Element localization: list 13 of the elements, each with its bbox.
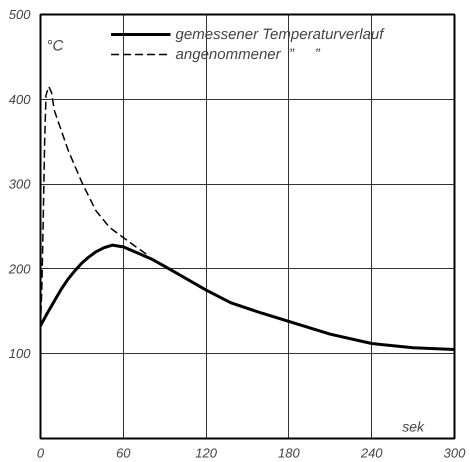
y-tick-label: 500 bbox=[8, 7, 32, 22]
x-tick-label: 60 bbox=[116, 446, 132, 460]
y-tick-label: 100 bbox=[8, 346, 32, 362]
x-tick-label: 0 bbox=[36, 446, 45, 460]
x-tick-label: 300 bbox=[444, 446, 466, 460]
y-tick-label: 200 bbox=[8, 261, 32, 276]
x-axis-title: sek bbox=[402, 418, 425, 434]
x-tick-label: 120 bbox=[195, 446, 218, 460]
y-tick-label: 400 bbox=[8, 92, 32, 107]
y-axis-title: °C bbox=[46, 38, 64, 54]
x-tick-label: 180 bbox=[278, 446, 301, 460]
x-tick-label: 240 bbox=[360, 446, 384, 460]
y-tick-label: 300 bbox=[8, 176, 32, 192]
